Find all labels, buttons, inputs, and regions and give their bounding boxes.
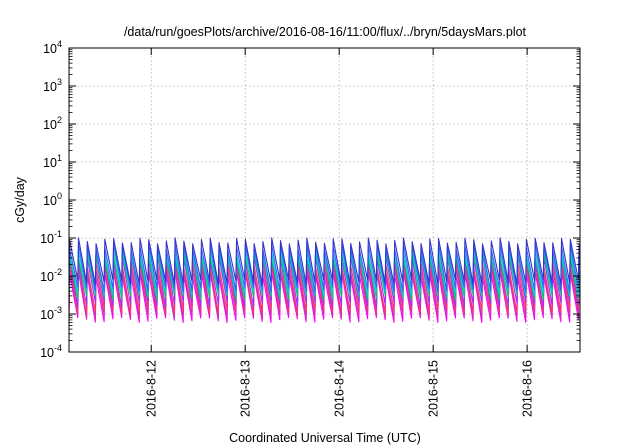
y-tick-label: 102 [43,115,62,132]
ticks [69,47,580,353]
y-tick-label: 100 [43,191,62,208]
x-tick-label: 2016-8-13 [239,360,253,417]
series-line-4 [69,254,580,308]
y-tick-label: 10-4 [40,343,62,360]
x-tick-label: 2016-8-15 [427,360,441,417]
x-tick-label: 2016-8-14 [333,360,347,417]
series-line-7 [69,243,580,293]
y-tick-label: 104 [43,39,62,56]
series-line-8 [69,237,580,286]
y-tick-label: 10-3 [40,305,62,322]
x-tick-labels: 2016-8-12 2016-8-13 2016-8-14 2016-8-15 2016… [145,360,535,417]
y-axis-label: cGy/day [13,176,27,223]
y-tick-labels: 10-4 10-3 10-2 10-1 100 101 102 103 104 [40,39,62,360]
series-line-5 [69,252,580,301]
y-tick-label: 101 [43,153,62,170]
series-line-6 [69,247,580,297]
series-line-1 [69,271,580,324]
x-tick-label: 2016-8-12 [145,360,159,417]
series-layer [69,237,580,324]
x-axis-label: Coordinated Universal Time (UTC) [229,431,421,445]
series-line-3 [69,261,580,315]
chart-title: /data/run/goesPlots/archive/2016-08-16/1… [124,25,527,39]
series-line-2 [69,266,580,319]
x-tick-label: 2016-8-16 [521,360,535,417]
y-tick-label: 10-1 [40,229,62,246]
y-tick-label: 103 [43,77,62,94]
y-tick-label: 10-2 [40,267,62,284]
